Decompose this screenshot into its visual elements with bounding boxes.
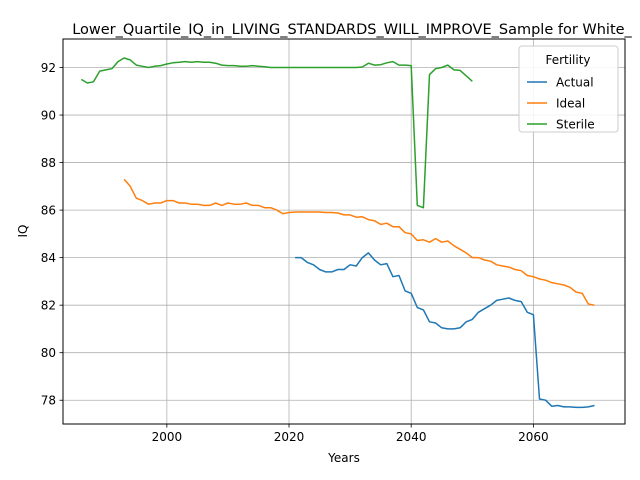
y-tick-label: 84 xyxy=(41,251,56,265)
x-tick-label: 2000 xyxy=(152,430,183,444)
y-tick-label: 82 xyxy=(41,299,56,313)
legend: Fertility Actual Ideal Sterile xyxy=(518,45,619,133)
legend-label-ideal: Ideal xyxy=(556,97,585,111)
x-axis-label: Years xyxy=(327,451,360,465)
series-layer xyxy=(80,57,595,409)
chart-title: Lower_Quartile_IQ_in_LIVING_STANDARDS_WI… xyxy=(72,22,632,38)
y-tick-label: 86 xyxy=(41,204,56,218)
y-tick-label: 90 xyxy=(41,109,56,123)
x-tick-label: 2060 xyxy=(518,430,549,444)
x-axis: 2000 2020 2040 2060 xyxy=(152,424,549,444)
x-tick-label: 2020 xyxy=(274,430,305,444)
y-axis-label: IQ xyxy=(16,225,30,238)
legend-box xyxy=(518,45,619,133)
y-tick-label: 92 xyxy=(41,61,56,75)
y-tick-label: 80 xyxy=(41,346,56,360)
series-line-sterile xyxy=(80,57,473,209)
legend-label-actual: Actual xyxy=(556,76,594,90)
y-tick-label: 88 xyxy=(41,156,56,170)
series-line-actual xyxy=(295,252,595,409)
y-tick-label: 78 xyxy=(41,394,56,408)
plot-frame xyxy=(62,38,626,425)
legend-label-sterile: Sterile xyxy=(556,118,595,132)
y-axis: 78 80 82 84 86 88 90 92 xyxy=(41,61,63,408)
legend-title: Fertility xyxy=(545,53,590,67)
x-tick-label: 2040 xyxy=(396,430,427,444)
series-line-ideal xyxy=(123,178,595,306)
